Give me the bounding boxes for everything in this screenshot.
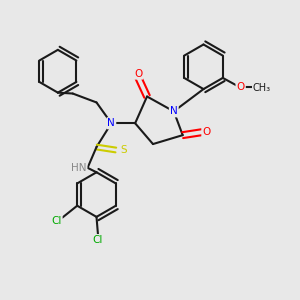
Text: Cl: Cl bbox=[93, 235, 103, 245]
Text: O: O bbox=[236, 82, 245, 92]
Text: N: N bbox=[170, 106, 178, 116]
Text: Cl: Cl bbox=[51, 216, 62, 226]
Text: CH₃: CH₃ bbox=[253, 83, 271, 93]
Text: S: S bbox=[121, 145, 128, 155]
Text: O: O bbox=[202, 127, 211, 137]
Text: O: O bbox=[134, 69, 142, 79]
Text: N: N bbox=[107, 118, 115, 128]
Text: HN: HN bbox=[71, 163, 86, 173]
